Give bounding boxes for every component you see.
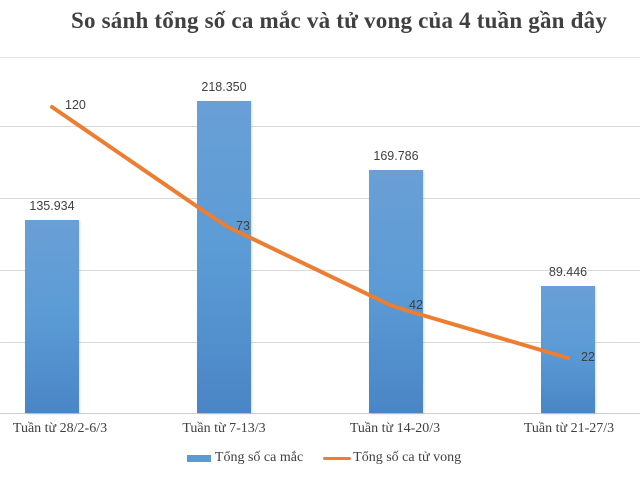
x-axis-line	[0, 413, 640, 414]
legend-label: Tổng số ca mắc	[214, 450, 304, 465]
line-value-label: 120	[65, 98, 86, 112]
bar-value-label: 89.446	[548, 265, 588, 279]
bar-week-2	[197, 101, 251, 413]
legend: Tổng số ca mắc Tổng số ca tử vong	[0, 450, 640, 466]
category-label: Tuần từ 28/2-6/3	[12, 421, 108, 436]
gridline	[0, 342, 640, 343]
category-label: Tuần từ 7-13/3	[182, 421, 266, 436]
gridline	[0, 126, 640, 127]
bar-swatch-icon	[186, 454, 211, 462]
category-label: Tuần từ 14-20/3	[349, 421, 441, 436]
bar-value-label: 218.350	[201, 80, 247, 94]
gridline	[0, 198, 640, 199]
chart-title: So sánh tổng số ca mắc và tử vong của 4 …	[70, 8, 608, 33]
bar-week-1	[25, 220, 79, 413]
title-divider	[0, 57, 640, 58]
category-label: Tuần từ 21-27/3	[523, 421, 615, 436]
line-swatch-icon	[323, 456, 352, 460]
bar-value-label: 135.934	[29, 199, 75, 213]
bar-value-label: 169.786	[373, 149, 419, 163]
bar-week-3	[369, 170, 423, 413]
line-value-label: 42	[409, 298, 423, 312]
line-value-label: 73	[236, 219, 250, 233]
bar-week-4	[541, 286, 595, 413]
legend-item-deaths: Tổng số ca tử vong	[323, 450, 461, 466]
line-value-label: 22	[581, 350, 595, 364]
legend-item-cases: Tổng số ca mắc	[186, 450, 304, 466]
legend-label: Tổng số ca tử vong	[353, 450, 462, 465]
